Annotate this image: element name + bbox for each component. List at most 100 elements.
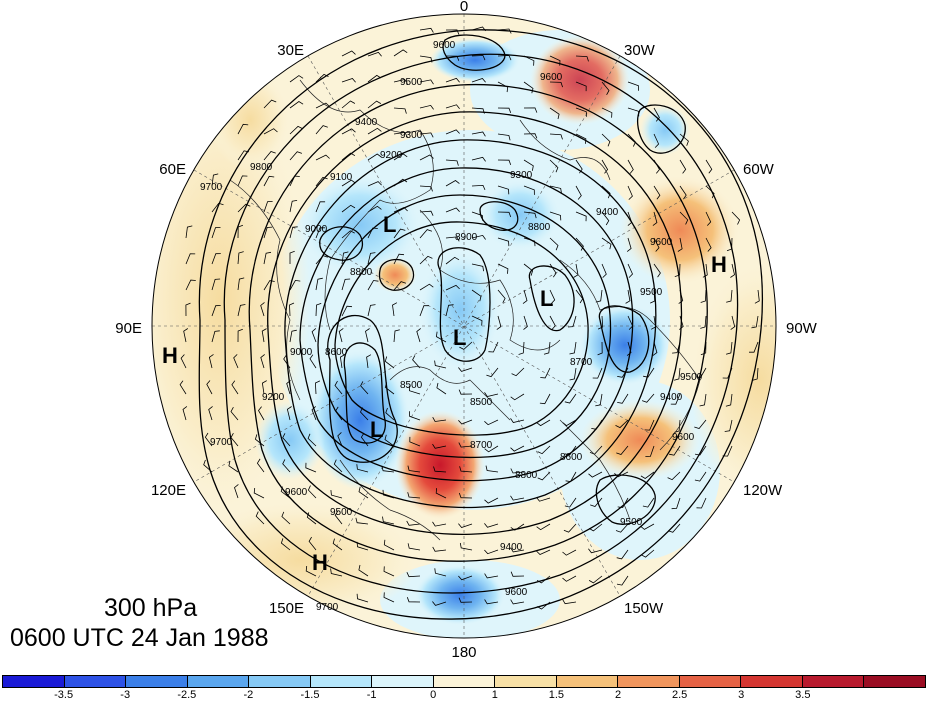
contour-label: 8900 — [455, 232, 478, 243]
wind-barb — [237, 175, 248, 187]
wind-barb — [384, 434, 395, 447]
wind-barb — [458, 442, 473, 448]
wind-barb — [185, 279, 196, 291]
wind-barb — [523, 81, 534, 94]
wind-barb — [510, 547, 525, 553]
wind-barb — [510, 418, 525, 423]
high-center-north-atlantic: H — [711, 252, 727, 277]
wind-barb — [393, 79, 408, 84]
contour-label: 8800 — [515, 470, 538, 481]
contour-label: 9400 — [355, 117, 378, 128]
wind-barb — [730, 263, 735, 278]
wind-barb — [306, 512, 317, 525]
wind-barb — [367, 100, 382, 109]
wind-barb — [341, 179, 356, 187]
wind-barb — [725, 393, 733, 407]
wind-barb — [393, 253, 405, 265]
wind-barb — [234, 484, 239, 499]
wind-barb — [669, 445, 681, 456]
wind-barb — [588, 523, 603, 532]
colorbar-label: -1 — [366, 689, 377, 701]
wind-barb — [705, 211, 712, 226]
wind-barb — [549, 315, 556, 330]
wind-barb — [366, 354, 372, 369]
wind-barb — [365, 328, 370, 343]
wind-barb — [549, 237, 559, 251]
wind-barb — [601, 81, 610, 95]
wind-barb — [406, 597, 421, 603]
contour-label: 8800 — [350, 267, 373, 278]
wind-barb — [484, 392, 499, 397]
contour-label: 9400 — [500, 542, 523, 553]
wind-barb — [459, 466, 473, 473]
lon-label-90w: 90W — [786, 320, 818, 337]
wind-barb — [315, 277, 323, 291]
colorbar-label: 2 — [614, 689, 622, 701]
lon-label-30e: 30E — [277, 42, 304, 59]
wind-barb — [471, 289, 482, 302]
wind-barb — [309, 354, 317, 369]
wind-barb — [536, 549, 551, 555]
wind-barb — [700, 341, 707, 356]
wind-barb — [549, 159, 559, 173]
wind-barb — [341, 50, 356, 57]
wind-barb — [334, 510, 343, 525]
wind-barb — [315, 227, 325, 239]
wind-barb — [432, 521, 447, 527]
wind-barb — [253, 487, 265, 499]
coastlines — [229, 79, 701, 541]
map-title-level: 300 hPa — [104, 594, 198, 622]
wind-barb — [434, 568, 447, 577]
wind-barb — [511, 367, 525, 377]
colorbar-label: -1.5 — [300, 689, 320, 701]
wind-barb — [314, 380, 321, 395]
wind-barb — [459, 542, 473, 551]
wind-barb — [289, 226, 298, 239]
contour-label: 9600 — [650, 237, 673, 248]
wind-barb — [518, 341, 525, 355]
low-center-pole: L — [453, 325, 466, 350]
wind-barb — [330, 490, 343, 499]
colorbar-segment — [310, 676, 373, 687]
wind-barb — [730, 315, 736, 330]
wind-barb — [445, 284, 460, 291]
wind-barb — [409, 436, 421, 447]
low-center-canada: L — [540, 286, 553, 311]
wind-barb — [626, 237, 632, 252]
wind-barb — [523, 159, 534, 171]
contour-label: 9700 — [210, 437, 233, 448]
wind-barb — [497, 107, 512, 114]
low-center-siberia: L — [370, 417, 383, 442]
wind-barb — [471, 234, 486, 240]
contour-label: 9600 — [433, 40, 456, 51]
wind-barb — [510, 571, 525, 577]
lon-label-60w: 60W — [743, 161, 775, 178]
wind-barb — [458, 597, 473, 603]
colorbar-label: 3.5 — [795, 689, 811, 701]
wind-barb — [471, 78, 486, 83]
colorbar-label: -2 — [243, 689, 254, 701]
wind-barb — [445, 159, 459, 166]
wind-barb — [315, 201, 326, 213]
high-center-asia-west: H — [162, 343, 178, 368]
contour-label: 9000 — [290, 347, 313, 358]
contour-label: 9500 — [400, 77, 423, 88]
wind-barb — [615, 419, 629, 429]
wind-barb — [536, 497, 551, 502]
colorbar-segment — [126, 676, 188, 687]
wind-barb — [627, 185, 633, 200]
wind-barb — [289, 151, 303, 161]
contour-label: 9300 — [510, 170, 533, 181]
wind-barb — [409, 411, 421, 421]
contour-label: 9500 — [640, 287, 663, 298]
wind-barb — [211, 330, 220, 343]
wind-barb — [726, 289, 733, 303]
colorbar-label: 0 — [430, 689, 437, 701]
map-boundary — [151, 13, 777, 639]
wind-barb — [641, 549, 655, 558]
wind-barb — [653, 185, 661, 200]
contour-label: 9400 — [596, 207, 619, 218]
colorbar-label: 2.5 — [671, 689, 688, 701]
wind-barb — [289, 101, 304, 109]
graticule — [152, 14, 776, 638]
